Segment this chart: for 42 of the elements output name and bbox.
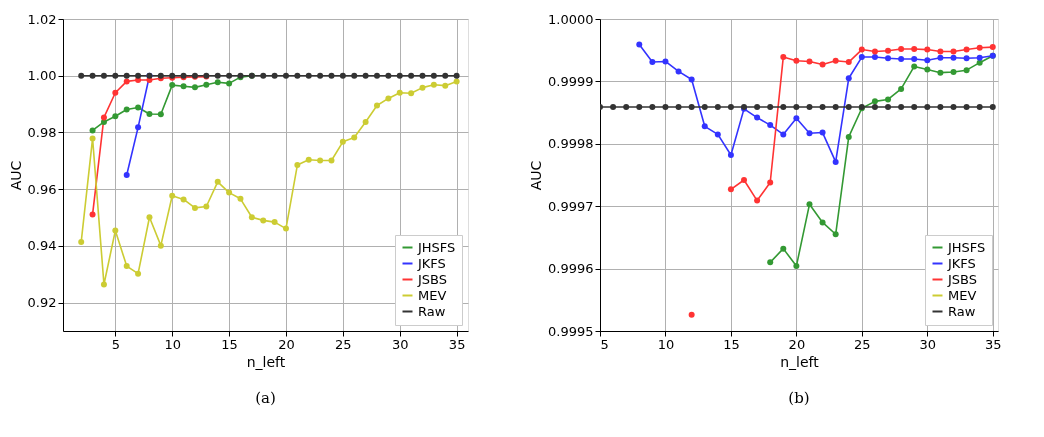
- y-axis-title: AUC: [7, 160, 24, 191]
- x-tick-label: 30: [919, 336, 937, 352]
- x-tick-label: 25: [335, 336, 352, 352]
- y-tick-label: 0.9998: [548, 136, 594, 152]
- x-axis-title: n_left: [246, 353, 286, 370]
- x-tick-label: 25: [854, 336, 871, 352]
- y-tick-label: 0.94: [27, 238, 57, 254]
- legend-label: JKFS: [417, 255, 446, 271]
- x-tick-label: 20: [278, 336, 295, 352]
- x-tick-label: 35: [984, 336, 1002, 352]
- legend-label: JKFS: [947, 255, 976, 271]
- x-tick-label: 15: [221, 336, 238, 352]
- x-tick-label: 10: [657, 336, 675, 352]
- legend-label: JSBS: [417, 271, 448, 287]
- x-axis-title: n_left: [780, 353, 820, 370]
- y-tick-label: 0.92: [27, 295, 57, 311]
- y-tick-label: 0.9996: [548, 261, 594, 277]
- y-tick-label: 0.96: [27, 181, 57, 197]
- legend-label: MEV: [948, 287, 977, 303]
- legend-label: Raw: [418, 303, 446, 319]
- y-tick-label: 1.00: [27, 68, 57, 84]
- y-tick-label: 0.9995: [548, 323, 594, 339]
- legend-label: MEV: [418, 287, 447, 303]
- x-tick-label: 20: [788, 336, 806, 352]
- y-axis-title: AUC: [528, 160, 545, 191]
- x-tick-label: 10: [164, 336, 181, 352]
- legend-label: Raw: [948, 303, 976, 319]
- legend-label: JSBS: [947, 271, 978, 287]
- text: (b): [788, 389, 810, 407]
- x-tick-label: 5: [111, 336, 120, 352]
- x-tick-label: 35: [448, 336, 466, 352]
- y-tick-label: 0.98: [27, 124, 57, 140]
- x-tick-label: 15: [723, 336, 740, 352]
- legend-label: JHSFS: [947, 239, 986, 255]
- legend-label: JHSFS: [417, 239, 456, 255]
- y-tick-label: 0.9997: [548, 198, 594, 214]
- x-tick-label: 5: [600, 336, 609, 352]
- y-tick-label: 0.9999: [548, 73, 594, 89]
- text: (a): [255, 389, 276, 407]
- y-tick-label: 1.0000: [548, 11, 594, 27]
- x-tick-label: 30: [391, 336, 409, 352]
- y-tick-label: 1.02: [27, 11, 57, 27]
